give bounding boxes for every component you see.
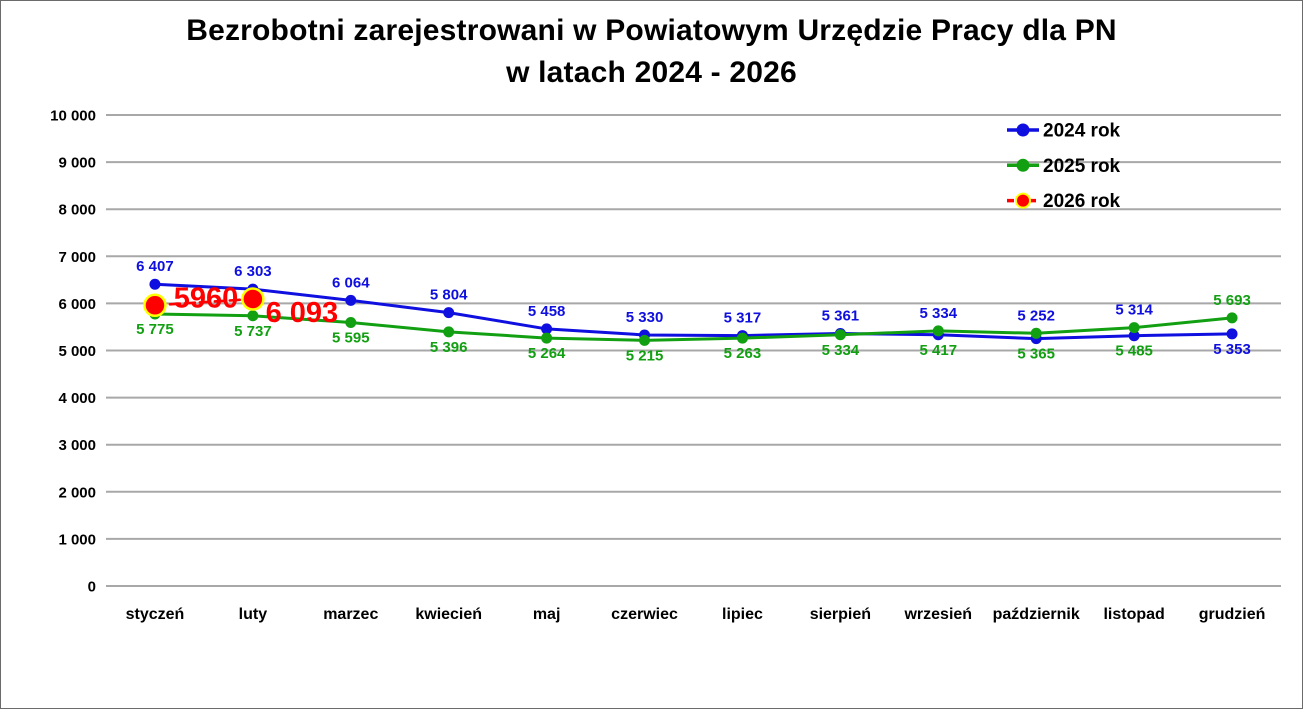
series-line-2026-rok: [153, 297, 255, 307]
data-point-2024-rok-listopad: [1128, 330, 1140, 342]
x-axis-label-sierpień: sierpień: [810, 606, 871, 623]
data-point-2024-rok-maj: [541, 323, 553, 335]
data-label-2025-rok-grudzień: 5 693: [1213, 292, 1251, 309]
data-point-2024-rok-kwiecień: [443, 307, 455, 319]
legend-label-2025-rok: 2025 rok: [1043, 156, 1121, 177]
x-axis-label-listopad: listopad: [1103, 606, 1164, 623]
data-label-2025-rok-lipiec: 5 263: [724, 345, 762, 362]
x-axis-label-grudzień: grudzień: [1199, 606, 1266, 623]
data-label-2024-rok-czerwiec: 5 330: [626, 309, 664, 326]
data-point-2024-rok-grudzień: [1226, 328, 1238, 340]
data-label-2025-rok-marzec: 5 595: [332, 329, 370, 346]
data-point-2025-rok-czerwiec: [639, 334, 651, 346]
data-label-2025-rok-maj: 5 264: [528, 345, 566, 362]
y-axis-label-10-000: 10 000: [50, 108, 96, 125]
legend-marker-2024-rok: [1016, 123, 1030, 137]
data-point-2025-rok-maj: [541, 332, 553, 344]
data-label-2025-rok-sierpień: 5 334: [822, 342, 860, 359]
data-label-2024-rok-lipiec: 5 317: [724, 310, 762, 327]
data-point-2026-rok-styczeń: [143, 293, 167, 318]
data-label-2024-rok-marzec: 6 064: [332, 274, 370, 291]
x-axis-label-styczeń: styczeń: [126, 606, 185, 623]
data-point-2025-rok-listopad: [1128, 322, 1140, 334]
chart-title-line2: w latach 2024 - 2026: [506, 56, 797, 89]
data-point-2025-rok-październik: [1030, 327, 1042, 339]
y-axis-label-3-000: 3 000: [58, 437, 96, 454]
x-axis-label-czerwiec: czerwiec: [611, 606, 678, 623]
y-axis-label-1-000: 1 000: [58, 531, 96, 548]
chart-title: Bezrobotni zarejestrowani w Powiatowym U…: [1, 10, 1302, 94]
series-line-2024-rok: [153, 282, 1234, 341]
data-point-2026-rok-luty: [241, 287, 265, 311]
data-label-2026-rok-styczeń: 5960: [174, 282, 239, 314]
data-label-2025-rok-styczeń: 5 775: [136, 321, 174, 338]
legend-label-2024-rok: 2024 rok: [1043, 121, 1121, 142]
data-label-2024-rok-listopad: 5 314: [1115, 302, 1153, 319]
data-label-2025-rok-czerwiec: 5 215: [626, 347, 664, 364]
y-axis-label-5-000: 5 000: [58, 343, 96, 360]
data-label-2024-rok-wrzesień: 5 334: [920, 305, 958, 322]
x-axis-label-październik: październik: [993, 606, 1080, 623]
data-label-2025-rok-kwiecień: 5 396: [430, 339, 468, 356]
data-point-2025-rok-lipiec: [736, 332, 748, 344]
legend-marker-2025-rok: [1016, 158, 1030, 172]
data-point-2025-rok-kwiecień: [443, 326, 455, 338]
data-label-2026-rok-luty: 6 093: [266, 297, 339, 329]
data-label-2024-rok-październik: 5 252: [1017, 307, 1055, 324]
data-point-2024-rok-styczeń: [149, 278, 161, 290]
data-label-2024-rok-grudzień: 5 353: [1213, 341, 1251, 358]
data-point-2025-rok-grudzień: [1226, 312, 1238, 324]
y-axis-label-4-000: 4 000: [58, 390, 96, 407]
y-axis-label-8-000: 8 000: [58, 202, 96, 219]
x-axis-label-kwiecień: kwiecień: [415, 606, 482, 623]
data-label-2025-rok-październik: 5 365: [1017, 346, 1055, 363]
y-axis-label-0: 0: [88, 579, 96, 596]
y-axis-label-9-000: 9 000: [58, 155, 96, 172]
data-label-2024-rok-kwiecień: 5 804: [430, 287, 468, 304]
data-label-2025-rok-wrzesień: 5 417: [920, 342, 958, 359]
data-label-2024-rok-sierpień: 5 361: [822, 307, 860, 324]
x-axis-label-wrzesień: wrzesień: [903, 606, 972, 623]
data-point-2025-rok-wrzesień: [932, 325, 944, 337]
series-line-2025-rok: [153, 312, 1234, 342]
x-axis-label-lipiec: lipiec: [722, 606, 763, 623]
data-label-2025-rok-listopad: 5 485: [1115, 343, 1153, 360]
data-label-2024-rok-styczeń: 6 407: [136, 258, 174, 275]
x-axis-label-luty: luty: [239, 606, 268, 623]
data-point-2024-rok-marzec: [345, 294, 357, 306]
data-point-2025-rok-luty: [247, 310, 259, 322]
legend-marker-2026-rok: [1015, 192, 1031, 209]
data-label-2024-rok-maj: 5 458: [528, 303, 566, 320]
data-label-2024-rok-luty: 6 303: [234, 263, 272, 280]
chart-title-line1: Bezrobotni zarejestrowani w Powiatowym U…: [186, 14, 1117, 47]
y-axis-label-7-000: 7 000: [58, 249, 96, 266]
data-point-2025-rok-marzec: [345, 316, 357, 328]
data-point-2025-rok-sierpień: [834, 329, 846, 341]
x-axis-label-maj: maj: [533, 606, 561, 623]
y-axis-label-6-000: 6 000: [58, 296, 96, 313]
legend-label-2026-rok: 2026 rok: [1043, 191, 1121, 212]
y-axis-label-2-000: 2 000: [58, 484, 96, 501]
x-axis-label-marzec: marzec: [323, 606, 378, 623]
data-label-2025-rok-luty: 5 737: [234, 323, 272, 340]
